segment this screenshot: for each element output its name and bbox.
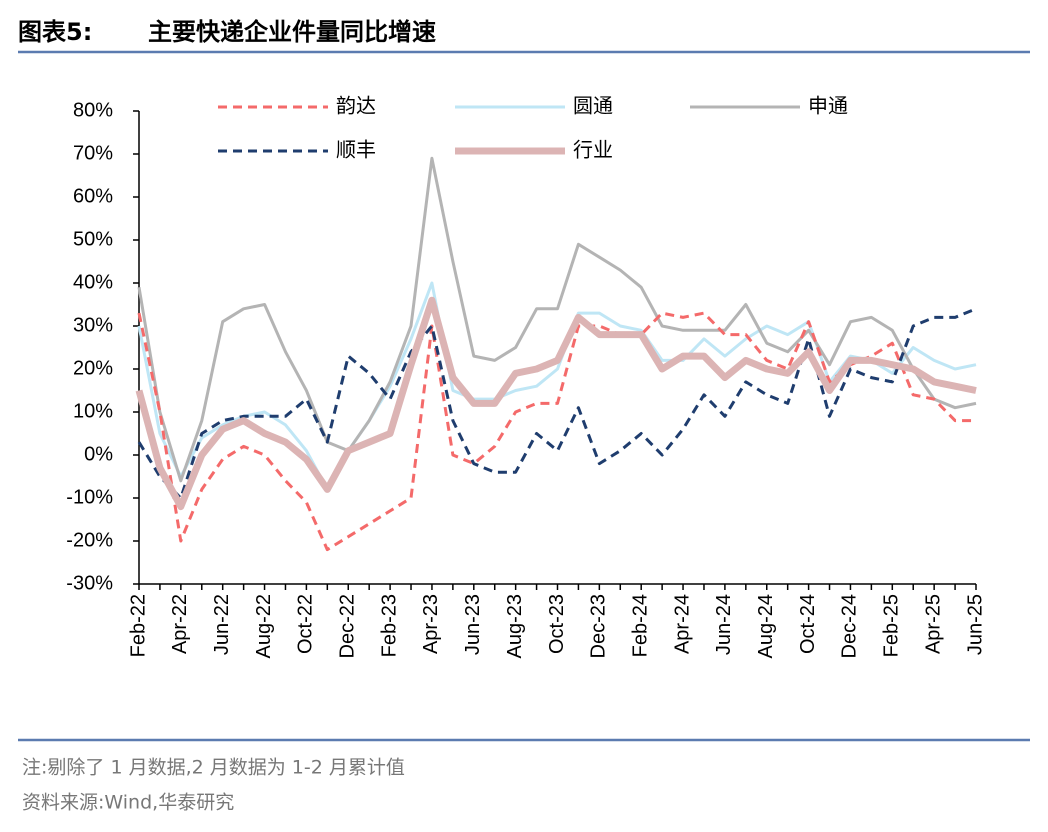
x-tick-label: Aug-24: [755, 594, 777, 659]
x-tick-label: Oct-23: [546, 594, 568, 654]
x-tick-label: Jun-22: [211, 594, 233, 655]
x-tick-label: Apr-25: [922, 594, 944, 654]
series-line: [137, 156, 977, 483]
x-tick-label: Feb-23: [378, 594, 400, 657]
y-tick-label: 40%: [73, 271, 113, 293]
legend-label: 圆通: [573, 94, 613, 118]
series-line: [137, 281, 977, 491]
y-tick-label: 70%: [73, 142, 113, 164]
legend-label: 韵达: [336, 94, 376, 118]
y-tick-label: -20%: [66, 529, 113, 551]
figure-title: 主要快递企业件量同比增速: [148, 18, 436, 46]
x-tick-label: Oct-22: [295, 594, 317, 654]
y-tick-label: 80%: [73, 99, 113, 121]
y-tick-label: -30%: [66, 572, 113, 594]
legend-label: 行业: [573, 138, 613, 162]
x-tick-label: Feb-25: [881, 594, 903, 657]
x-tick-label: Aug-22: [253, 594, 275, 659]
y-tick-label: 0%: [84, 443, 113, 465]
x-tick-label: Dec-22: [337, 594, 359, 658]
y-tick-label: 20%: [73, 357, 113, 379]
y-tick-label: -10%: [66, 486, 113, 508]
legend-label: 顺丰: [336, 138, 376, 162]
x-tick-label: Apr-24: [671, 594, 693, 654]
y-tick-label: 30%: [73, 314, 113, 336]
x-tick-label: Jun-25: [964, 594, 986, 655]
x-tick-label: Feb-22: [127, 594, 149, 657]
x-tick-label: Dec-24: [839, 594, 861, 658]
x-tick-label: Jun-24: [713, 594, 735, 655]
x-tick-label: Apr-23: [420, 594, 442, 654]
series-line: [135, 296, 977, 511]
y-tick-label: 50%: [73, 228, 113, 250]
x-tick-label: Jun-23: [462, 594, 484, 655]
y-tick-label: 60%: [73, 185, 113, 207]
x-tick-label: Feb-24: [629, 594, 651, 657]
note: 注:剔除了 1 月数据,2 月数据为 1-2 月累计值: [22, 757, 405, 779]
x-tick-label: Aug-23: [504, 594, 526, 659]
legend-label: 申通: [808, 94, 848, 118]
y-tick-label: 10%: [73, 400, 113, 422]
series-line: [137, 307, 977, 500]
x-tick-label: Apr-22: [169, 594, 191, 654]
x-tick-label: Oct-24: [797, 594, 819, 654]
source: 资料来源:Wind,华泰研究: [22, 792, 234, 814]
figure-label: 图表5:: [18, 18, 92, 46]
x-tick-label: Dec-23: [588, 594, 610, 658]
